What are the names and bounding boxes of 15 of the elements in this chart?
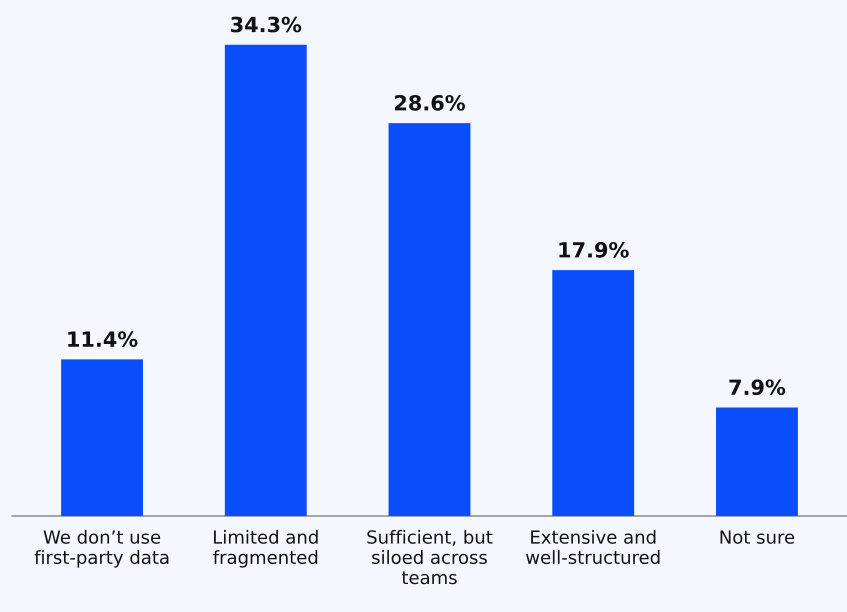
x-tick-label: We don’t use first-party data	[34, 530, 168, 568]
data-label: 17.9%	[559, 242, 629, 258]
x-tick-label: Not sure	[720, 530, 794, 544]
bar	[388, 123, 470, 516]
x-tick-label: Sufficient, but siloed across teams	[367, 530, 492, 584]
bar	[552, 270, 634, 516]
data-label: 11.4%	[68, 331, 138, 348]
x-tick-label: Extensive and well-structured	[526, 530, 660, 564]
bar	[224, 44, 307, 516]
data-label: 7.9%	[729, 379, 786, 396]
data-label: 28.6%	[395, 94, 465, 111]
x-tick-label: Limited and fragmented	[213, 530, 318, 568]
bar	[61, 359, 143, 516]
data-label: 34.3%	[231, 16, 302, 32]
bar	[716, 407, 798, 516]
